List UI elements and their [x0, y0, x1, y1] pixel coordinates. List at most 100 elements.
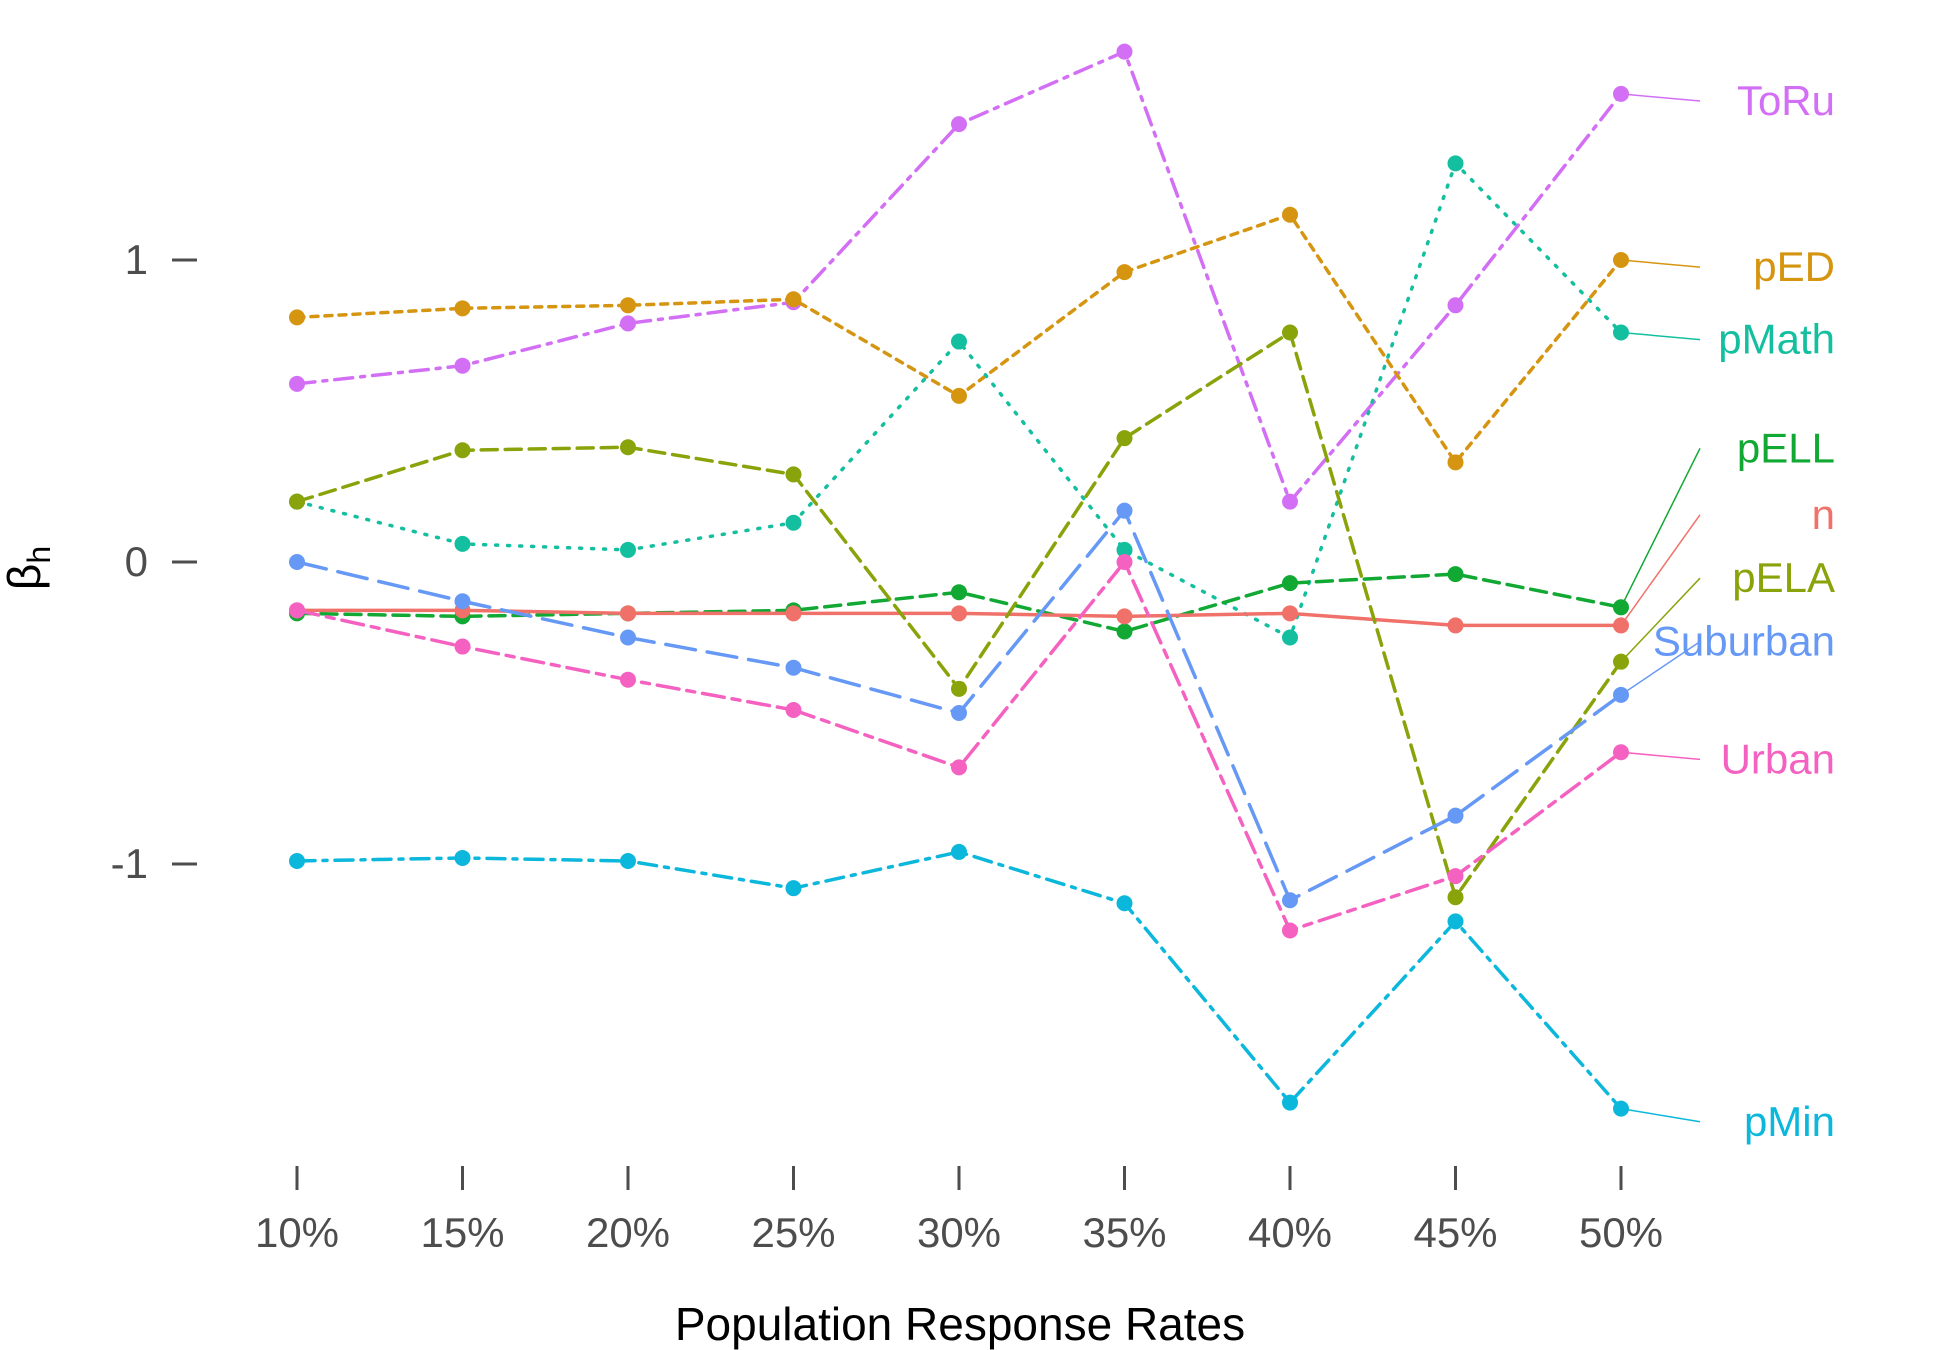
x-tick-label: 45% — [1413, 1209, 1497, 1256]
data-point — [1447, 566, 1464, 583]
data-point — [951, 116, 967, 133]
data-point — [454, 300, 471, 317]
data-point — [289, 375, 305, 392]
data-point — [620, 852, 636, 869]
data-point — [785, 605, 802, 622]
x-tick-label: 30% — [917, 1209, 1001, 1256]
data-point — [289, 554, 305, 570]
series-Suburban — [289, 502, 1629, 909]
data-point — [951, 605, 967, 622]
label-leader-line — [1620, 259, 1701, 268]
x-tick-label: 10% — [255, 1209, 339, 1256]
y-axis-title-subscript: h — [21, 546, 57, 564]
data-point — [620, 541, 636, 558]
data-point — [1116, 541, 1133, 558]
data-point — [785, 880, 802, 897]
label-leader-line — [1620, 448, 1701, 608]
data-point — [1116, 554, 1133, 570]
data-point — [951, 584, 967, 601]
x-tick-label: 40% — [1248, 1209, 1332, 1256]
data-point — [1447, 868, 1464, 885]
data-point — [1282, 206, 1298, 223]
series-label-layer: ToRu pED pMath pELL n pELA Suburban Urban pMin — [1620, 77, 1835, 1145]
label-leader-line — [1620, 93, 1701, 102]
series-pMin — [289, 843, 1629, 1117]
data-point — [951, 387, 967, 404]
series-label: ToRu — [1737, 77, 1835, 124]
data-point — [1447, 889, 1464, 906]
y-tick-label: 0 — [125, 538, 148, 585]
data-point — [1447, 454, 1464, 471]
data-point — [951, 759, 967, 776]
data-point — [289, 309, 305, 326]
data-point — [620, 671, 636, 688]
x-axis: 10% 15% 20% 25% 30% 35% 40% 45% 50% — [255, 1166, 1663, 1256]
series-line — [295, 161, 1623, 640]
x-tick-label: 50% — [1579, 1209, 1663, 1256]
data-point — [289, 493, 305, 510]
data-point — [289, 602, 305, 619]
data-point — [1282, 1094, 1298, 1111]
data-point — [454, 442, 471, 459]
data-point — [1282, 324, 1298, 341]
x-tick-label: 35% — [1082, 1209, 1166, 1256]
data-point — [1282, 892, 1298, 909]
data-point — [785, 659, 802, 676]
x-tick-label: 20% — [586, 1209, 670, 1256]
data-point — [1282, 922, 1298, 939]
data-point — [1116, 502, 1133, 519]
data-point — [289, 852, 305, 869]
label-leader-line — [1620, 751, 1701, 761]
data-point — [1116, 608, 1133, 625]
y-tick-label: -1 — [111, 840, 148, 887]
x-axis-title: Population Response Rates — [675, 1298, 1245, 1350]
data-point — [620, 439, 636, 456]
data-point — [1116, 43, 1133, 60]
series-Urban — [289, 554, 1629, 939]
data-point — [785, 514, 802, 531]
data-point — [785, 291, 802, 308]
data-point — [1116, 264, 1133, 281]
series-label: pMin — [1744, 1098, 1835, 1145]
label-leader-line — [1620, 577, 1701, 663]
series-label: n — [1812, 491, 1835, 538]
data-point — [620, 315, 636, 332]
label-leader-line — [1620, 514, 1701, 626]
data-point — [454, 535, 471, 552]
y-axis-title-symbol: β — [0, 564, 50, 590]
series-pELL — [289, 566, 1629, 640]
data-point — [1282, 605, 1298, 622]
data-point — [1282, 575, 1298, 592]
y-axis-title: βh — [0, 546, 57, 590]
series-label: pELA — [1732, 554, 1835, 601]
series-label: pELL — [1737, 424, 1835, 471]
data-point — [454, 638, 471, 655]
data-point — [951, 333, 967, 350]
data-point — [951, 705, 967, 721]
data-point — [1116, 895, 1133, 912]
data-point — [620, 297, 636, 314]
data-point — [620, 629, 636, 646]
series-label: pED — [1753, 243, 1835, 290]
data-point — [1116, 430, 1133, 447]
x-tick-label: 25% — [751, 1209, 835, 1256]
y-axis: 1 0 -1 — [111, 236, 197, 887]
series-label: Urban — [1721, 735, 1835, 782]
series-pED — [289, 206, 1629, 471]
data-point — [1447, 155, 1464, 172]
data-point — [1282, 629, 1298, 646]
data-point — [1447, 617, 1464, 634]
data-point — [951, 680, 967, 697]
label-leader-line — [1620, 1107, 1701, 1123]
x-tick-label: 15% — [420, 1209, 504, 1256]
data-point — [1116, 623, 1133, 640]
data-point — [1447, 297, 1464, 314]
data-point — [454, 357, 471, 374]
data-point — [1282, 493, 1298, 510]
y-tick-label: 1 — [125, 236, 148, 283]
data-point — [620, 605, 636, 622]
data-point — [1447, 807, 1464, 824]
data-point — [1447, 913, 1464, 930]
label-leader-line — [1620, 331, 1701, 341]
